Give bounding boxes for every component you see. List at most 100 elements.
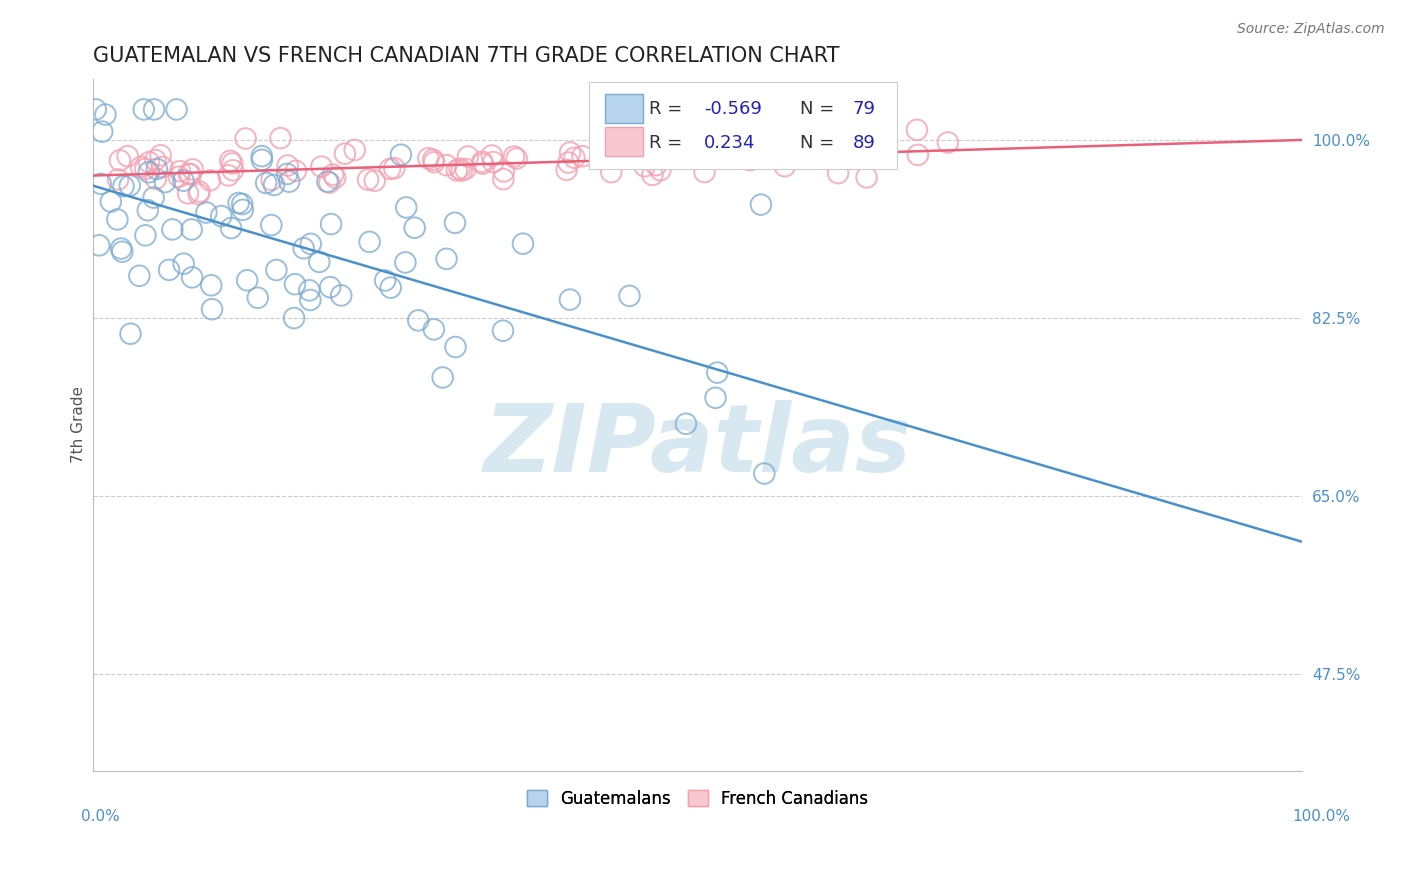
Point	[138, 165, 160, 179]
Text: 0.0%: 0.0%	[82, 809, 120, 823]
Point	[143, 103, 166, 117]
Point	[471, 157, 494, 171]
Point	[120, 326, 142, 341]
Point	[423, 155, 446, 169]
Point	[564, 151, 586, 165]
Point	[311, 160, 333, 174]
Text: 0.234: 0.234	[704, 134, 755, 152]
FancyBboxPatch shape	[589, 82, 897, 169]
Point	[747, 147, 769, 161]
Point	[316, 175, 339, 189]
Point	[408, 313, 430, 327]
Point	[181, 270, 204, 285]
Point	[231, 197, 253, 211]
Point	[457, 149, 479, 163]
Point	[90, 177, 112, 191]
Point	[278, 175, 301, 189]
Point	[449, 161, 471, 176]
FancyBboxPatch shape	[605, 95, 644, 123]
Point	[557, 155, 579, 169]
Point	[704, 391, 727, 405]
Point	[209, 209, 232, 223]
Point	[492, 172, 515, 186]
Point	[269, 131, 291, 145]
Point	[873, 121, 896, 136]
Point	[157, 263, 180, 277]
Point	[482, 155, 505, 169]
Point	[180, 222, 202, 236]
Point	[668, 140, 690, 154]
Point	[162, 222, 184, 236]
Point	[222, 163, 245, 178]
Point	[558, 293, 581, 307]
Point	[298, 284, 321, 298]
Point	[754, 467, 776, 481]
Point	[503, 149, 526, 163]
FancyBboxPatch shape	[605, 128, 644, 156]
Point	[872, 152, 894, 166]
Point	[128, 268, 150, 283]
Y-axis label: 7th Grade: 7th Grade	[72, 386, 86, 463]
Point	[142, 190, 165, 204]
Point	[792, 137, 814, 152]
Point	[380, 280, 402, 294]
Point	[418, 151, 440, 165]
Point	[436, 252, 458, 266]
Point	[145, 171, 167, 186]
Point	[481, 148, 503, 162]
Point	[299, 236, 322, 251]
Point	[276, 167, 298, 181]
Point	[655, 130, 678, 145]
Point	[232, 202, 254, 217]
Point	[492, 164, 515, 178]
Point	[292, 241, 315, 255]
Point	[89, 238, 111, 252]
Point	[235, 131, 257, 145]
Point	[219, 153, 242, 168]
Point	[382, 161, 405, 176]
Point	[450, 163, 472, 178]
Point	[782, 145, 804, 160]
Point	[149, 148, 172, 162]
Point	[693, 165, 716, 179]
Point	[492, 324, 515, 338]
Point	[444, 340, 467, 354]
Point	[177, 167, 200, 181]
Point	[152, 160, 174, 174]
Point	[619, 289, 641, 303]
Point	[707, 138, 730, 153]
Point	[198, 173, 221, 187]
Point	[112, 179, 135, 194]
Point	[221, 156, 243, 170]
Point	[706, 366, 728, 380]
Point	[905, 123, 928, 137]
Point	[200, 278, 222, 293]
Text: -0.569: -0.569	[704, 100, 762, 118]
Point	[645, 158, 668, 172]
Point	[246, 291, 269, 305]
Point	[105, 212, 128, 227]
Point	[91, 125, 114, 139]
Point	[773, 159, 796, 173]
Point	[907, 148, 929, 162]
Point	[134, 228, 156, 243]
Point	[283, 311, 305, 326]
Point	[752, 141, 775, 155]
Point	[763, 136, 786, 151]
Point	[107, 172, 129, 186]
Point	[218, 169, 240, 183]
Text: N =: N =	[800, 100, 835, 118]
Point	[749, 197, 772, 211]
Point	[432, 370, 454, 384]
Point	[228, 196, 250, 211]
Point	[138, 155, 160, 169]
Point	[600, 165, 623, 179]
Point	[323, 170, 346, 185]
Point	[634, 159, 657, 173]
Text: 100.0%: 100.0%	[1292, 809, 1351, 823]
Point	[380, 161, 402, 176]
Point	[855, 170, 877, 185]
Point	[936, 136, 959, 150]
Text: R =: R =	[650, 134, 682, 152]
Point	[260, 173, 283, 187]
